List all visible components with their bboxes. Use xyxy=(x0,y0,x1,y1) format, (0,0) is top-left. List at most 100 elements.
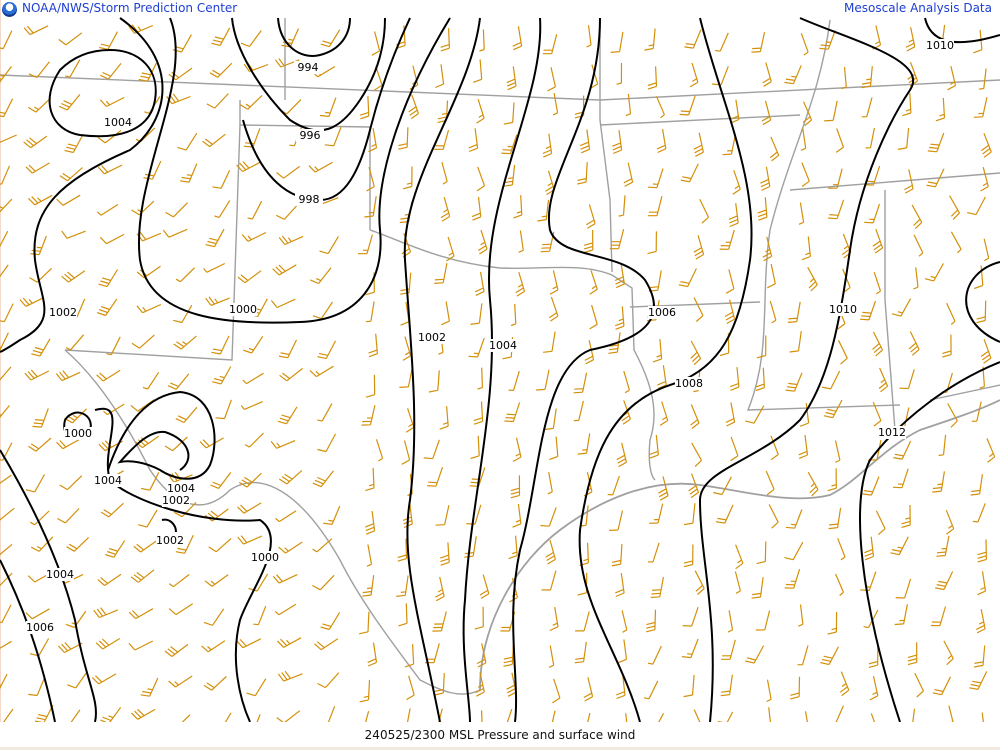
wind-barb xyxy=(177,132,198,151)
isobar-label: 994 xyxy=(298,61,319,74)
wind-barb xyxy=(548,296,559,322)
isobar xyxy=(0,17,164,353)
isobar-label-bg xyxy=(296,129,324,142)
wind-barb xyxy=(913,267,919,290)
wind-barb xyxy=(891,298,912,317)
wind-barb xyxy=(798,435,809,459)
isobar-label-bg xyxy=(167,482,195,495)
wind-barb xyxy=(165,202,188,218)
isobar-label: 1002 xyxy=(418,331,446,344)
wind-barb xyxy=(441,162,448,185)
isobar-label-bg xyxy=(648,306,676,319)
wind-barb xyxy=(552,92,559,116)
wind-barb xyxy=(65,59,81,78)
wind-barb xyxy=(980,339,992,364)
wind-barb xyxy=(140,677,159,697)
wind-barb xyxy=(365,467,375,492)
wind-barb xyxy=(358,234,373,255)
isobar-label-bg xyxy=(26,621,54,634)
wind-barb xyxy=(977,539,987,563)
wind-barb xyxy=(614,264,625,289)
header-left-title[interactable]: NOAA/NWS/Storm Prediction Center xyxy=(20,1,240,15)
wind-barb xyxy=(729,367,740,391)
wind-barb xyxy=(0,405,10,419)
isobar-label-bg xyxy=(878,426,906,439)
wind-barb xyxy=(797,645,809,666)
wind-barb xyxy=(398,127,409,150)
wind-barb xyxy=(57,642,83,654)
wind-barb xyxy=(312,470,334,488)
header-right-title[interactable]: Mesoscale Analysis Data xyxy=(842,1,994,15)
wind-barb xyxy=(0,543,13,556)
wind-barb xyxy=(977,571,987,596)
wind-barb xyxy=(693,235,705,260)
wind-barb xyxy=(757,197,768,221)
wind-barb xyxy=(824,100,838,122)
wind-barb xyxy=(577,162,588,185)
wind-barb xyxy=(136,303,162,314)
wind-barb xyxy=(800,33,809,56)
wind-barb xyxy=(835,128,845,153)
wind-barb xyxy=(28,676,46,697)
wind-barb xyxy=(30,536,54,552)
wind-barb xyxy=(238,472,262,488)
wind-barb xyxy=(203,262,226,273)
wind-barbs xyxy=(0,24,996,738)
wind-barb xyxy=(468,128,479,153)
wind-barb xyxy=(131,334,155,349)
wind-barb xyxy=(279,367,303,382)
wind-barb xyxy=(828,168,843,189)
wind-barb xyxy=(647,66,658,90)
wind-barb xyxy=(827,468,837,492)
wind-barb xyxy=(476,166,486,192)
wind-barb xyxy=(59,167,83,182)
wind-barb xyxy=(476,99,485,124)
isobar-label: 1004 xyxy=(94,474,122,487)
wind-barb xyxy=(440,28,450,52)
wind-barb xyxy=(756,541,767,565)
wind-barb xyxy=(477,367,483,390)
wind-barb xyxy=(474,271,485,296)
wind-barb xyxy=(276,637,302,648)
wind-barb xyxy=(275,510,297,523)
wind-barb xyxy=(544,408,557,431)
wind-barb xyxy=(240,401,263,410)
wind-barb xyxy=(503,102,515,125)
wind-barb xyxy=(97,573,122,586)
wind-barb xyxy=(683,503,696,526)
wind-barb xyxy=(405,408,415,433)
wind-barb xyxy=(473,59,483,83)
wind-barb xyxy=(128,608,154,620)
wind-barb xyxy=(861,97,873,118)
wind-barb xyxy=(434,129,450,150)
wind-barb xyxy=(983,238,990,262)
isobar-label: 1002 xyxy=(162,494,190,507)
wind-barb xyxy=(899,369,915,390)
wind-barb xyxy=(967,196,986,216)
wind-barb xyxy=(515,272,526,297)
wind-barb xyxy=(428,370,440,393)
wind-barb xyxy=(237,502,262,514)
wind-barb xyxy=(536,369,550,391)
wind-barb xyxy=(537,199,550,222)
wind-barb xyxy=(510,475,521,499)
wind-barb xyxy=(435,576,445,602)
wind-barb xyxy=(574,641,587,664)
wind-barb xyxy=(312,574,335,591)
wind-barb xyxy=(864,203,881,224)
isobar-label: 1002 xyxy=(49,306,77,319)
wind-barb xyxy=(617,639,628,664)
wind-barb xyxy=(623,370,630,394)
wind-barb xyxy=(236,638,262,649)
wind-barb xyxy=(589,304,598,330)
wind-barb xyxy=(29,510,50,526)
wind-barb xyxy=(140,472,160,491)
wind-barb xyxy=(205,228,225,248)
wind-barb xyxy=(135,435,160,449)
wind-barb xyxy=(211,27,231,46)
wind-barb xyxy=(693,297,704,322)
wind-barb xyxy=(615,573,625,598)
wind-barb xyxy=(274,603,297,616)
wind-barb xyxy=(820,646,839,666)
isobar xyxy=(859,361,1000,723)
